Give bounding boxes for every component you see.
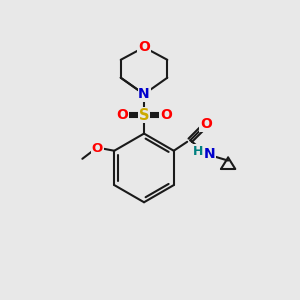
Text: S: S bbox=[139, 108, 149, 123]
Text: O: O bbox=[138, 40, 150, 54]
Text: O: O bbox=[116, 108, 128, 122]
Text: O: O bbox=[200, 117, 212, 131]
Text: H: H bbox=[193, 145, 203, 158]
Text: O: O bbox=[92, 142, 103, 155]
Text: N: N bbox=[138, 87, 150, 101]
Text: N: N bbox=[204, 147, 215, 161]
Text: O: O bbox=[160, 108, 172, 122]
